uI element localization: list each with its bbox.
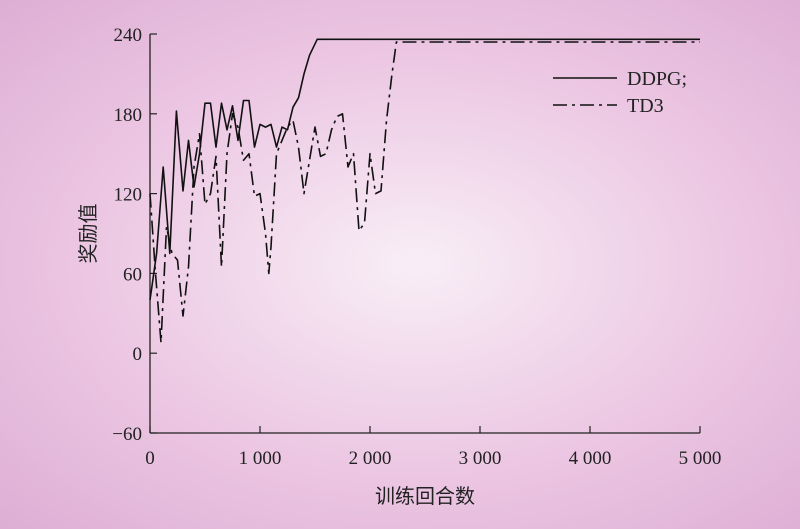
series-layer <box>149 38 700 344</box>
series-line-td3 <box>149 41 700 344</box>
plot-frame <box>149 34 700 434</box>
x-tick-label: 2 000 <box>349 448 392 469</box>
x-tick-label: 3 000 <box>459 448 502 469</box>
legend-label: TD3 <box>627 95 664 117</box>
y-axis-title: 奖励值 <box>76 204 100 264</box>
y-tick-label: 120 <box>114 185 143 206</box>
y-tick-label: −60 <box>112 424 142 445</box>
x-tick-label: 5 000 <box>679 448 722 469</box>
x-axis-ticks: 0 1 000 2 000 3 000 4 000 5 000 <box>145 426 721 469</box>
y-axis-ticks: −60 0 60 120 180 240 <box>112 25 157 445</box>
y-tick-label: 0 <box>133 344 143 365</box>
x-tick-label: 0 <box>145 448 155 469</box>
legend: DDPG; TD3 <box>553 68 687 117</box>
x-tick-label: 4 000 <box>569 448 612 469</box>
y-tick-label: 60 <box>123 264 142 285</box>
y-tick-label: 240 <box>114 25 143 46</box>
y-tick-label: 180 <box>114 105 143 126</box>
series-line-ddpg <box>149 38 700 301</box>
x-tick-label: 1 000 <box>239 448 282 469</box>
legend-label: DDPG; <box>627 68 687 90</box>
x-axis-title: 训练回合数 <box>375 484 475 508</box>
